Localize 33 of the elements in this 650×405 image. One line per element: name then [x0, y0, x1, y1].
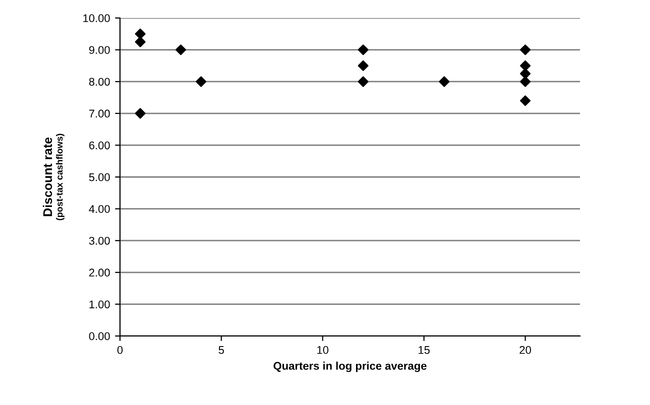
y-tick-label: 10.00 [83, 14, 110, 22]
point [520, 68, 531, 79]
x-tick-label: 10 [317, 346, 328, 354]
y-tick-label: 2.00 [89, 268, 110, 277]
point [520, 76, 531, 87]
point [134, 108, 146, 119]
point [196, 76, 206, 87]
point [134, 28, 146, 40]
point [520, 60, 531, 71]
y-tick-label: 9.00 [89, 46, 110, 54]
y-tick-label: 4.00 [88, 205, 110, 213]
y-tick-label: 3.00 [89, 236, 110, 245]
y-tick-label: 5.00 [89, 173, 110, 182]
y-axis-title: Discount rate [42, 137, 52, 216]
point [438, 76, 450, 87]
point [358, 44, 368, 56]
y-tick-label: 1.00 [90, 300, 110, 308]
point [134, 36, 146, 48]
y-tick-label: 8.00 [89, 78, 110, 86]
x-tick-label: 5 [218, 346, 224, 354]
point [520, 95, 531, 106]
point [358, 76, 368, 87]
y-tick-label: 6.00 [89, 141, 110, 150]
x-tick-label: 15 [418, 346, 430, 354]
point [358, 60, 368, 71]
x-tick-label: 0 [117, 346, 123, 354]
y-tick-label: 0.00 [89, 332, 110, 340]
y-tick-label: 7.00 [89, 110, 110, 118]
point [175, 44, 186, 56]
x-tick-label: 20 [520, 346, 532, 354]
y2-axis-title: (post-tax cashflows) [56, 134, 64, 220]
point [520, 44, 531, 56]
x-axis-title: Quarters in log price average [274, 362, 427, 372]
